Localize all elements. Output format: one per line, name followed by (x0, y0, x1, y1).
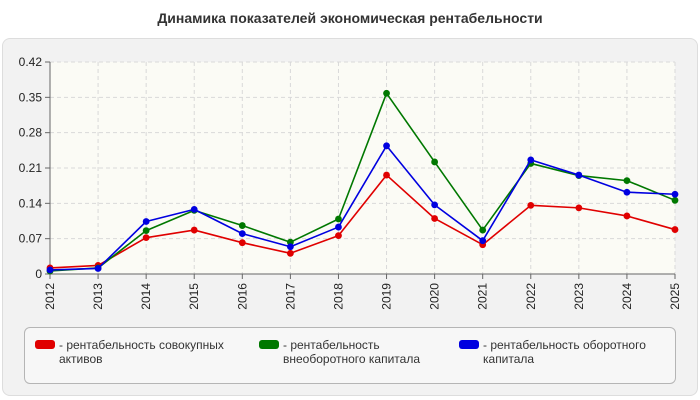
legend-swatch-green (259, 340, 279, 349)
legend-item-fixed-capital: - рентабельность внеоборотного капитала (259, 338, 449, 366)
data-point (286, 249, 294, 257)
legend-swatch-red (35, 340, 55, 349)
data-point (383, 142, 390, 150)
x-tick-label: 2025 (668, 283, 682, 310)
data-point (286, 243, 294, 251)
data-point (190, 205, 198, 213)
chart-title: Динамика показателей экономическая рента… (157, 10, 543, 26)
data-point (671, 190, 679, 198)
x-tick-label: 2014 (139, 283, 153, 310)
legend-label: - рентабельность оборотного капитала (483, 338, 646, 366)
x-tick-label: 2024 (620, 283, 634, 310)
data-point (479, 226, 487, 234)
legend-swatch-blue (459, 340, 479, 349)
data-point (383, 89, 390, 97)
data-point (142, 227, 150, 234)
data-point (142, 218, 150, 225)
y-tick-label: 0 (35, 267, 42, 281)
data-point (335, 232, 342, 240)
data-point (623, 188, 631, 196)
data-point (238, 239, 246, 247)
data-point (335, 215, 342, 223)
x-tick-label: 2016 (235, 283, 249, 310)
x-tick-label: 2018 (331, 283, 345, 310)
y-tick-label: 0.28 (19, 126, 43, 140)
x-tick-label: 2020 (428, 283, 442, 310)
data-point (479, 237, 487, 245)
y-tick-label: 0.35 (19, 90, 43, 104)
legend-item-total-assets: - рентабельность совокупных активов (35, 338, 235, 366)
x-tick-label: 2023 (572, 283, 586, 310)
x-tick-label: 2013 (91, 283, 105, 310)
data-point (238, 222, 246, 229)
data-point (623, 212, 631, 220)
data-point (671, 196, 679, 204)
data-point (671, 226, 679, 233)
x-tick-label: 2012 (43, 283, 57, 310)
x-tick-label: 2022 (524, 283, 538, 310)
data-point (623, 177, 631, 185)
data-point (527, 156, 535, 164)
y-tick-label: 0.14 (19, 196, 43, 210)
legend-label: - рентабельность совокупных активов (59, 338, 224, 366)
x-tick-label: 2015 (187, 283, 201, 310)
data-point (431, 158, 439, 166)
data-point (335, 223, 342, 231)
data-point (431, 215, 439, 222)
data-point (142, 234, 150, 242)
data-point (431, 201, 439, 209)
series-line (49, 92, 676, 272)
series-line (49, 174, 676, 269)
x-tick-label: 2017 (283, 283, 297, 310)
data-point (575, 171, 583, 179)
x-tick-label: 2019 (380, 283, 394, 310)
data-point (527, 201, 535, 209)
data-point (238, 230, 246, 238)
y-tick-label: 0.42 (19, 55, 43, 69)
legend: - рентабельность совокупных активов - ре… (24, 327, 676, 384)
legend-item-working-capital: - рентабельность оборотного капитала (459, 338, 669, 366)
data-point (575, 204, 583, 212)
x-tick-label: 2021 (476, 283, 490, 310)
series-2 (46, 142, 679, 274)
data-point (94, 265, 102, 272)
data-point (190, 226, 198, 234)
data-point (383, 171, 390, 179)
series-line (49, 144, 676, 271)
y-tick-label: 0.07 (19, 232, 43, 246)
data-point (46, 266, 54, 274)
legend-label: - рентабельность внеоборотного капитала (283, 338, 420, 366)
y-tick-label: 0.21 (19, 161, 43, 175)
